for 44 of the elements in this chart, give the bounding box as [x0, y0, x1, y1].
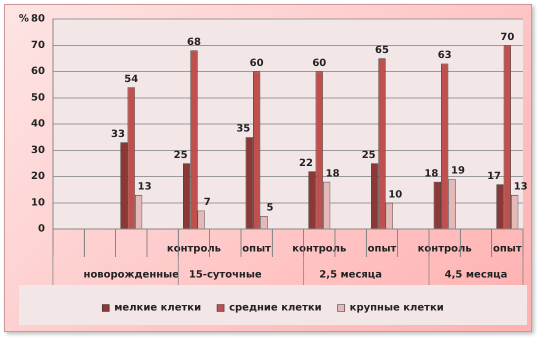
x-tick-label: опыт — [493, 244, 522, 255]
legend-label: крупные клетки — [350, 302, 444, 314]
data-label: 25 — [362, 150, 376, 161]
x-tick-label: контроль — [418, 244, 472, 255]
y-tick-label: 60 — [30, 66, 45, 78]
data-label: 7 — [204, 197, 211, 208]
legend-label: средние клетки — [229, 302, 322, 314]
data-label: 17 — [487, 170, 502, 182]
y-axis-title: % — [18, 14, 29, 25]
data-label: 60 — [250, 58, 264, 70]
text: 2,5 месяца — [319, 270, 382, 281]
y-tick-label: 70 — [30, 40, 45, 51]
y-tick-label: 10 — [30, 197, 45, 208]
legend-label: мелкие клетки — [114, 302, 202, 314]
data-label: 13 — [138, 181, 152, 192]
data-label: 60 — [312, 58, 326, 70]
data-label: 19 — [451, 166, 465, 177]
data-label: 35 — [236, 124, 250, 135]
data-label: 5 — [266, 202, 274, 214]
x-tick-label: опыт — [242, 244, 272, 255]
y-tick-label: 40 — [30, 118, 45, 130]
data-label: 18 — [424, 168, 438, 180]
y-tick-label: 50 — [30, 92, 45, 104]
data-label: 68 — [186, 37, 201, 48]
text: 4,5 месяца — [444, 270, 508, 281]
y-tick-label: 80 — [30, 14, 45, 25]
y-tick-label: 30 — [30, 144, 45, 156]
data-label: 70 — [500, 32, 514, 43]
text: 15-суточные — [188, 270, 262, 281]
data-label: 10 — [388, 189, 402, 200]
text: новорожденные — [84, 270, 180, 281]
data-label: 18 — [326, 168, 340, 180]
data-label: 25 — [174, 150, 188, 161]
data-label: 54 — [124, 74, 138, 85]
data-label: 13 — [514, 181, 528, 192]
x-tick-label: опыт — [368, 244, 396, 255]
data-label: 33 — [110, 128, 125, 140]
data-label: 22 — [299, 158, 313, 169]
x-tick-label: контроль — [166, 244, 221, 255]
y-tick-label: 20 — [30, 171, 45, 182]
x-tick-label: контроль — [292, 244, 346, 255]
data-label: 63 — [438, 50, 452, 62]
y-tick-label: 0 — [38, 224, 45, 235]
data-label: 65 — [375, 44, 389, 56]
